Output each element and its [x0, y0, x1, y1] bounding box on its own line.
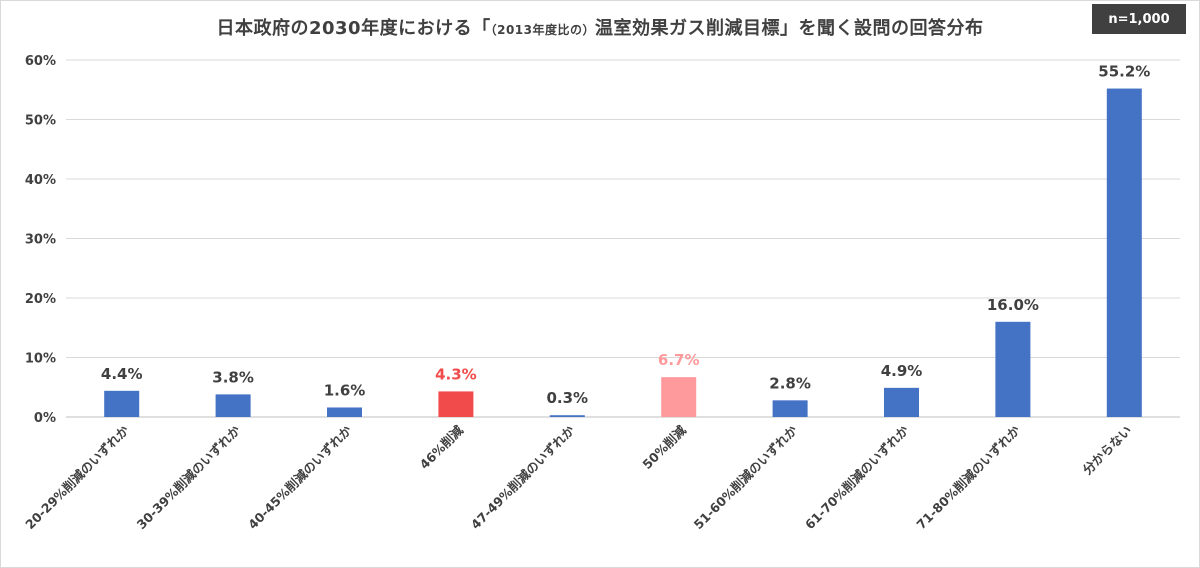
- data-label: 16.0%: [987, 296, 1039, 314]
- x-tick-label: 20-29%削減のいずれか: [22, 422, 132, 532]
- x-tick-label: 30-39%削減のいずれか: [134, 422, 244, 532]
- data-label: 2.8%: [769, 374, 811, 392]
- chart-title-suffix: 温室効果ガス削減目標」を聞く設問の回答分布: [595, 18, 984, 39]
- y-tick-label: 30%: [25, 233, 56, 248]
- sample-size-badge: n=1,000: [1092, 4, 1186, 34]
- bars: [104, 88, 1142, 417]
- bar: [772, 400, 808, 417]
- data-label: 1.6%: [324, 381, 366, 399]
- data-label: 6.7%: [658, 351, 700, 369]
- x-tick-label: 51-60%削減のいずれか: [691, 422, 801, 532]
- data-label: 55.2%: [1098, 63, 1150, 81]
- bar: [549, 415, 585, 417]
- bar: [104, 390, 140, 417]
- bar: [995, 321, 1031, 417]
- data-label: 0.3%: [546, 389, 588, 407]
- y-tick-label: 40%: [25, 173, 56, 188]
- x-tick-label: 40-45%削減のいずれか: [245, 422, 355, 532]
- y-tick-label: 60%: [25, 54, 56, 69]
- x-tick-label: 46%削減: [417, 422, 467, 472]
- x-tick-label: 61-70%削減のいずれか: [802, 422, 912, 532]
- data-label: 4.4%: [101, 365, 143, 383]
- y-tick-label: 0%: [34, 411, 56, 426]
- data-label: 4.9%: [881, 362, 923, 380]
- y-tick-label: 10%: [25, 352, 56, 367]
- y-tick-label: 20%: [25, 292, 56, 307]
- bar: [438, 391, 474, 417]
- x-axis: 20-29%削減のいずれか 30-39%削減のいずれか 40-45%削減のいずれか 4…: [22, 422, 1134, 532]
- chart-title: 日本政府の2030年度における「（2013年度比の）温室効果ガス削減目標」を聞く…: [0, 14, 1200, 40]
- gridlines: [66, 59, 1180, 418]
- chart-title-prefix: 日本政府の2030年度における「: [216, 18, 491, 39]
- x-tick-label: 71-80%削減のいずれか: [913, 422, 1023, 532]
- data-label: 4.3%: [435, 365, 477, 383]
- y-axis: 0% 10% 20% 30% 40% 50% 60%: [25, 54, 56, 426]
- x-tick-label: 分からない: [1080, 423, 1135, 478]
- y-tick-label: 50%: [25, 114, 56, 129]
- bar: [215, 394, 251, 417]
- x-tick-label: 47-49%削減のいずれか: [468, 422, 578, 532]
- bar: [661, 377, 697, 417]
- data-label: 3.8%: [212, 368, 254, 386]
- bar: [1106, 88, 1142, 417]
- x-tick-label: 50%削減: [639, 422, 689, 472]
- bar: [327, 407, 362, 417]
- data-labels: 4.4% 3.8% 1.6% 4.3% 0.3% 6.7% 2.8% 4.9% 16.0% 55.…: [101, 63, 1150, 408]
- bar: [884, 387, 919, 417]
- chart-title-note: （2013年度比の）: [490, 23, 595, 37]
